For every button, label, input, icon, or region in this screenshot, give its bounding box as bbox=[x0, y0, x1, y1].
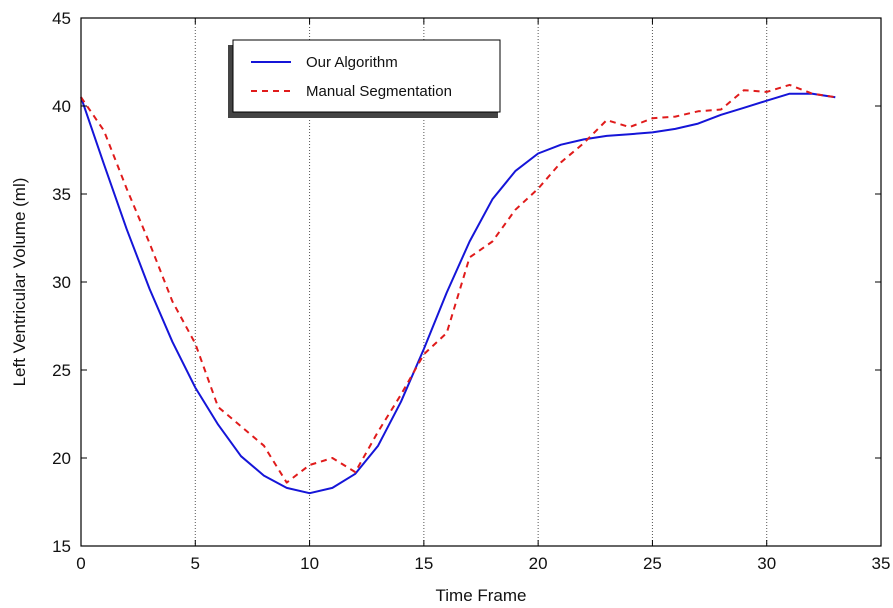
legend[interactable]: Our Algorithm Manual Segmentation bbox=[228, 39, 501, 118]
series-line-our-algorithm bbox=[80, 92, 836, 495]
y-tick-label: 45 bbox=[52, 9, 71, 28]
x-tick-label: 20 bbox=[529, 554, 548, 573]
x-tick-label: 15 bbox=[414, 554, 433, 573]
x-tick-label: 25 bbox=[643, 554, 662, 573]
series-layer bbox=[80, 83, 836, 495]
x-tick-label: 35 bbox=[872, 554, 891, 573]
x-tick-label: 10 bbox=[300, 554, 319, 573]
y-tick-label: 15 bbox=[52, 537, 71, 556]
y-tick-label: 20 bbox=[52, 449, 71, 468]
y-tick-label: 35 bbox=[52, 185, 71, 204]
legend-label-our-algorithm: Our Algorithm bbox=[306, 54, 398, 71]
tick-layer: 0 5 10 15 20 25 30 35 15 20 25 30 35 40 45 bbox=[52, 9, 890, 573]
y-tick-label: 25 bbox=[52, 361, 71, 380]
x-tick-label: 0 bbox=[76, 554, 85, 573]
legend-label-manual-segmentation: Manual Segmentation bbox=[306, 83, 452, 100]
y-tick-label: 40 bbox=[52, 97, 71, 116]
series-line-manual-segmentation bbox=[80, 83, 836, 484]
y-axis-title: Left Ventricular Volume (ml) bbox=[10, 178, 29, 387]
x-axis-title: Time Frame bbox=[436, 586, 527, 605]
x-tick-label: 30 bbox=[757, 554, 776, 573]
x-tick-label: 5 bbox=[191, 554, 200, 573]
y-tick-label: 30 bbox=[52, 273, 71, 292]
legend-box bbox=[232, 39, 501, 113]
